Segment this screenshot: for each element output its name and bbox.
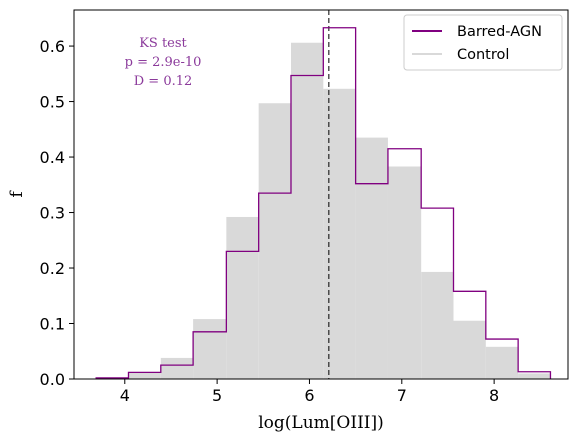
control-bar — [355, 137, 388, 379]
legend-label-barred-agn: Barred-AGN — [457, 24, 542, 40]
control-bar — [453, 320, 486, 379]
legend-label-control: Control — [457, 47, 509, 63]
x-tick-label: 7 — [397, 386, 407, 405]
y-axis-label: f — [7, 190, 27, 198]
control-bar — [193, 319, 227, 379]
y-tick-label: 0.2 — [40, 259, 65, 278]
x-tick-label: 5 — [212, 386, 222, 405]
ks-test-p-value: p = 2.9e-10 — [125, 55, 202, 70]
control-histogram — [128, 42, 551, 380]
control-bar — [421, 271, 454, 379]
ks-test-annotation: KS test p = 2.9e-10 D = 0.12 — [125, 36, 202, 89]
x-axis-ticks: 4 5 6 7 8 — [120, 379, 499, 405]
control-bar — [128, 372, 161, 379]
barred-agn-step-line — [95, 27, 552, 379]
control-bar — [226, 216, 259, 379]
barred-agn-histogram — [95, 27, 552, 379]
legend-box — [403, 14, 563, 71]
x-tick-label: 6 — [304, 386, 314, 405]
legend: Barred-AGN Control — [403, 14, 563, 71]
y-tick-label: 0.1 — [40, 315, 65, 334]
x-tick-label: 4 — [120, 386, 130, 405]
y-tick-label: 0.5 — [40, 93, 65, 112]
control-bar — [518, 373, 551, 379]
control-bar — [290, 42, 324, 380]
control-bar — [323, 88, 356, 380]
ks-test-d-value: D = 0.12 — [134, 74, 193, 89]
y-tick-label: 0.3 — [40, 204, 65, 223]
ks-test-title: KS test — [139, 36, 187, 51]
control-bar — [485, 346, 519, 379]
control-bar — [387, 166, 422, 379]
plot-frame — [73, 9, 569, 380]
control-bar — [160, 357, 194, 379]
control-bar — [258, 103, 291, 379]
x-axis-label: log(Lum[OIII]) — [258, 413, 384, 433]
y-tick-label: 0.4 — [40, 148, 65, 167]
y-tick-label: 0.6 — [40, 37, 65, 56]
y-axis-ticks: 0.0 0.1 0.2 0.3 0.4 0.5 0.6 — [40, 37, 74, 389]
y-tick-label: 0.0 — [40, 370, 65, 389]
x-tick-label: 8 — [489, 386, 499, 405]
